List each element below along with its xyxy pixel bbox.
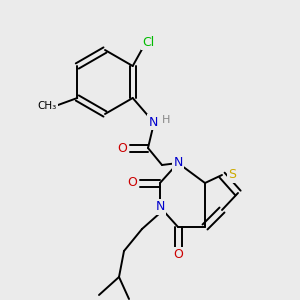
Text: O: O [173, 248, 183, 262]
Text: Cl: Cl [142, 35, 155, 49]
Text: CH₃: CH₃ [38, 101, 57, 111]
Text: N: N [148, 116, 158, 128]
Text: H: H [162, 115, 170, 125]
Text: S: S [228, 169, 236, 182]
Text: O: O [117, 142, 127, 154]
Text: N: N [155, 200, 165, 214]
Text: O: O [127, 176, 137, 190]
Text: N: N [173, 157, 183, 169]
